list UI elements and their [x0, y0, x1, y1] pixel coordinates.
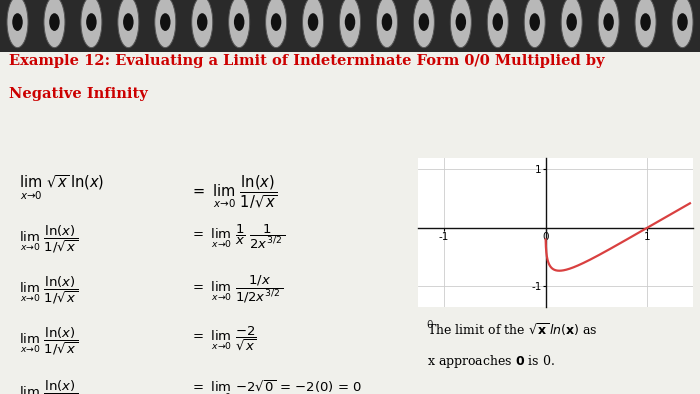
Text: $\lim_{x \to 0}\ \dfrac{\mathrm{ln}(x)}{1/\sqrt{x}}$: $\lim_{x \to 0}\ \dfrac{\mathrm{ln}(x)}{…	[19, 223, 78, 255]
Text: The limit of the $\sqrt{\mathbf{x}}\,\mathit{ln}(\mathbf{x})$ as: The limit of the $\sqrt{\mathbf{x}}\,\ma…	[427, 322, 598, 338]
Text: x approaches $\mathbf{0}$ is 0.: x approaches $\mathbf{0}$ is 0.	[427, 353, 555, 370]
Text: $\lim_{x \to 0}\ \dfrac{\mathrm{ln}(x)}{1/\sqrt{x}}$: $\lim_{x \to 0}\ \dfrac{\mathrm{ln}(x)}{…	[19, 378, 78, 394]
Text: Example 12: Evaluating a Limit of Indeterminate Form 0/0 Multiplied by: Example 12: Evaluating a Limit of Indete…	[9, 54, 605, 68]
Text: $=\ \lim_{x \to 0}\ \dfrac{-2}{\sqrt{x}}$: $=\ \lim_{x \to 0}\ \dfrac{-2}{\sqrt{x}}…	[190, 325, 257, 353]
Text: $=\ \lim_{x \to 0}\ \dfrac{1}{x}\ \dfrac{1}{2x^{3/2}}$: $=\ \lim_{x \to 0}\ \dfrac{1}{x}\ \dfrac…	[190, 223, 286, 251]
Text: $\lim_{x \to 0}\ \sqrt{x}\,\mathrm{ln}(x)$: $\lim_{x \to 0}\ \sqrt{x}\,\mathrm{ln}(x…	[19, 174, 104, 202]
Text: $=\ \lim_{x \to 0}\ \dfrac{1/x}{1/2x^{3/2}}$: $=\ \lim_{x \to 0}\ \dfrac{1/x}{1/2x^{3/…	[190, 274, 284, 305]
Text: Negative Infinity: Negative Infinity	[9, 87, 148, 102]
Text: $=\ \lim_{x \to 0}\ \dfrac{\mathrm{ln}(x)}{1/\sqrt{x}}$: $=\ \lim_{x \to 0}\ \dfrac{\mathrm{ln}(x…	[190, 174, 278, 211]
Text: $\lim_{x \to 0}\ \dfrac{\mathrm{ln}(x)}{1/\sqrt{x}}$: $\lim_{x \to 0}\ \dfrac{\mathrm{ln}(x)}{…	[19, 325, 78, 357]
Text: 0: 0	[427, 320, 433, 330]
Text: $=\ \lim_{x \to 0}\ -2\sqrt{0}\ =\ -2(0)\ =\ 0$: $=\ \lim_{x \to 0}\ -2\sqrt{0}\ =\ -2(0)…	[190, 378, 362, 394]
Text: $\lim_{x \to 0}\ \dfrac{\mathrm{ln}(x)}{1/\sqrt{x}}$: $\lim_{x \to 0}\ \dfrac{\mathrm{ln}(x)}{…	[19, 274, 78, 306]
